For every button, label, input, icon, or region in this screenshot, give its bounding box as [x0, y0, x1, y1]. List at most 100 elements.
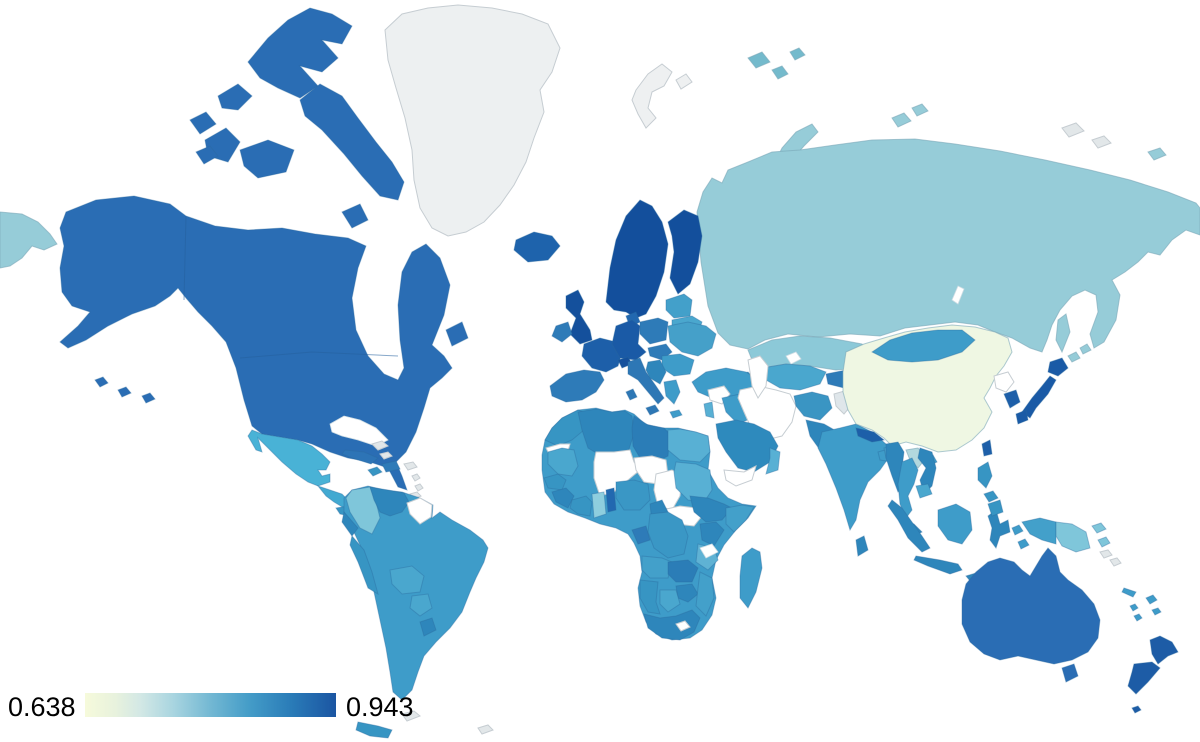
region-vanuatu[interactable] — [1133, 613, 1143, 622]
region-greece[interactable] — [663, 379, 681, 405]
region-norway-sweden[interactable] — [605, 199, 669, 319]
region-japan[interactable] — [1015, 409, 1029, 425]
region-philippines[interactable] — [983, 490, 999, 503]
region-borneo[interactable] — [937, 503, 973, 545]
region-benin-togo[interactable] — [605, 487, 617, 513]
region-philippines[interactable] — [987, 499, 1004, 517]
region-new-zealand[interactable] — [1149, 635, 1179, 665]
region-bolivia[interactable] — [389, 565, 425, 595]
region-papua-new-guinea[interactable] — [1091, 522, 1107, 534]
region-madagascar[interactable] — [739, 547, 763, 609]
region-papua-new-guinea[interactable] — [1097, 536, 1111, 548]
region-svalbard[interactable] — [631, 63, 673, 129]
region-java[interactable] — [913, 555, 963, 575]
region-aleutians[interactable] — [117, 386, 132, 398]
region-bahamas[interactable] — [379, 451, 393, 460]
region-egypt[interactable] — [667, 428, 711, 463]
region-guyanas[interactable] — [406, 497, 433, 525]
region-new-zealand[interactable] — [1127, 661, 1161, 695]
region-mexico[interactable] — [247, 429, 331, 487]
region-italy[interactable] — [645, 404, 660, 416]
region-balkans[interactable] — [645, 359, 667, 385]
region-sri-lanka[interactable] — [855, 535, 869, 557]
region-paraguay[interactable] — [409, 593, 433, 617]
region-solomon-islands[interactable] — [1099, 549, 1113, 559]
region-philippines[interactable] — [977, 461, 993, 489]
region-namibia[interactable] — [639, 579, 661, 615]
region-kuril-islands[interactable] — [1067, 351, 1081, 363]
region-tierra-del-fuego[interactable] — [355, 721, 393, 739]
region-fiji[interactable] — [1151, 607, 1162, 616]
region-usa-canada-mainland[interactable] — [59, 195, 453, 491]
region-australia[interactable] — [961, 547, 1101, 665]
region-baltics[interactable] — [665, 293, 693, 319]
region-botswana[interactable] — [659, 589, 681, 613]
region-senegal[interactable] — [543, 473, 567, 491]
region-falkland-islands[interactable] — [401, 710, 421, 722]
region-lesotho[interactable] — [675, 620, 691, 632]
region-poland[interactable] — [639, 317, 669, 345]
region-romania-bulgaria[interactable] — [661, 353, 695, 377]
region-south-korea[interactable] — [1003, 389, 1021, 409]
region-japan[interactable] — [1021, 375, 1057, 419]
region-japan[interactable] — [1047, 357, 1069, 377]
region-mongolia[interactable] — [871, 329, 976, 363]
region-sulawesi[interactable] — [987, 509, 1011, 550]
region-canada-southampton[interactable] — [341, 203, 369, 229]
region-ivory-coast[interactable] — [569, 495, 593, 517]
region-canada-arctic-islands[interactable] — [195, 145, 219, 165]
region-taiwan[interactable] — [981, 439, 993, 457]
region-greenland[interactable] — [384, 4, 561, 237]
region-moluccas[interactable] — [1011, 524, 1024, 536]
region-oman[interactable] — [765, 447, 781, 475]
region-new-siberian-islands[interactable] — [1091, 135, 1112, 149]
region-levant[interactable] — [703, 401, 715, 419]
region-mauritania[interactable] — [547, 447, 579, 477]
region-peru[interactable] — [349, 534, 379, 596]
region-uruguay[interactable] — [419, 617, 437, 637]
region-severnaya-zemlya[interactable] — [911, 103, 929, 117]
region-canada-baffin-island[interactable] — [299, 83, 405, 201]
region-venezuela[interactable] — [369, 486, 410, 517]
region-fiji[interactable] — [1145, 594, 1158, 605]
region-canada-ellesmere[interactable] — [247, 7, 353, 99]
region-puerto-rico[interactable] — [403, 461, 418, 471]
region-bahamas[interactable] — [371, 440, 389, 451]
region-cambodia[interactable] — [915, 483, 933, 499]
region-newfoundland[interactable] — [445, 321, 469, 347]
region-hispaniola[interactable] — [381, 460, 401, 473]
region-new-zealand[interactable] — [1131, 705, 1142, 714]
region-central-europe[interactable] — [611, 319, 647, 361]
region-greece[interactable] — [669, 409, 683, 419]
region-north-korea[interactable] — [993, 371, 1015, 393]
region-franz-josef-land[interactable] — [771, 65, 789, 80]
region-wrangel-island[interactable] — [1147, 147, 1167, 161]
region-ghana[interactable] — [591, 491, 607, 519]
region-franz-josef-land[interactable] — [747, 51, 771, 69]
region-cuba[interactable] — [341, 449, 379, 465]
region-iceland[interactable] — [513, 231, 561, 263]
region-finland[interactable] — [667, 209, 703, 295]
region-russia[interactable] — [696, 138, 1200, 353]
region-gabon[interactable] — [631, 525, 651, 545]
region-vanuatu[interactable] — [1129, 603, 1139, 612]
region-south-georgia[interactable] — [477, 724, 494, 735]
region-sakhalin[interactable] — [1055, 313, 1071, 354]
region-lesser-antilles[interactable] — [414, 483, 424, 492]
region-severnaya-zemlya[interactable] — [891, 112, 912, 128]
region-kuril-islands[interactable] — [1079, 343, 1092, 355]
region-france[interactable] — [581, 337, 623, 373]
region-franz-josef-land[interactable] — [789, 47, 806, 61]
region-solomon-islands[interactable] — [1109, 557, 1122, 567]
region-chukotka-west-fragment[interactable] — [0, 211, 58, 269]
region-nigeria[interactable] — [615, 479, 651, 511]
region-new-siberian-islands[interactable] — [1061, 122, 1085, 138]
region-canada-arctic-islands[interactable] — [189, 111, 217, 135]
region-tasmania[interactable] — [1061, 663, 1079, 683]
region-aleutians[interactable] — [94, 376, 109, 388]
region-turkmenistan-uzbekistan[interactable] — [761, 363, 827, 391]
region-italy[interactable] — [625, 388, 638, 401]
region-svalbard[interactable] — [675, 73, 693, 90]
region-united-kingdom[interactable] — [565, 289, 593, 345]
region-kenya[interactable] — [699, 521, 725, 547]
